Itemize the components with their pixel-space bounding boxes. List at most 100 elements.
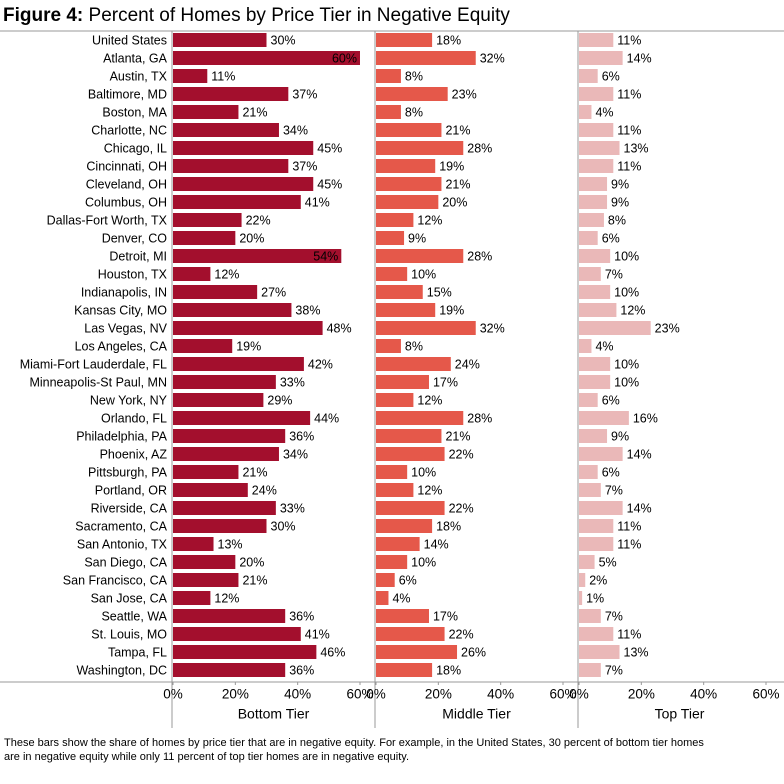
category-label: San Jose, CA xyxy=(91,591,168,605)
value-label: 8% xyxy=(405,339,423,353)
value-label: 19% xyxy=(236,339,261,353)
value-label: 11% xyxy=(617,627,641,641)
bar xyxy=(376,51,476,65)
category-label: Pittsburgh, PA xyxy=(88,465,168,479)
value-label: 6% xyxy=(602,69,620,83)
value-label: 54% xyxy=(313,249,338,263)
bar xyxy=(173,51,360,65)
bar xyxy=(376,267,408,281)
value-label: 23% xyxy=(452,87,477,101)
value-label: 20% xyxy=(239,231,264,245)
value-label: 36% xyxy=(289,429,314,443)
value-label: 23% xyxy=(655,321,680,335)
category-label: Houston, TX xyxy=(98,267,168,281)
title-text: Percent of Homes by Price Tier in Negati… xyxy=(89,5,511,26)
value-label: 9% xyxy=(611,177,629,191)
bar xyxy=(579,627,614,641)
value-label: 12% xyxy=(417,213,442,227)
category-label: San Antonio, TX xyxy=(77,537,168,551)
value-label: 11% xyxy=(617,537,641,551)
category-label: United States xyxy=(92,33,167,47)
bar xyxy=(376,33,433,47)
value-label: 9% xyxy=(408,231,426,245)
value-label: 27% xyxy=(261,285,286,299)
bar xyxy=(173,447,279,461)
bar xyxy=(579,465,598,479)
bar xyxy=(173,573,239,587)
value-label: 48% xyxy=(327,321,352,335)
note-line: are in negative equity while only 11 per… xyxy=(4,751,409,763)
value-label: 10% xyxy=(411,555,436,569)
value-label: 11% xyxy=(617,87,641,101)
value-label: 41% xyxy=(305,627,330,641)
bar xyxy=(579,123,614,137)
bar xyxy=(376,141,464,155)
value-label: 22% xyxy=(449,627,474,641)
category-label: Denver, CO xyxy=(102,231,168,245)
bar xyxy=(579,357,611,371)
value-label: 9% xyxy=(611,195,629,209)
bar xyxy=(173,519,267,533)
bar xyxy=(376,303,436,317)
category-label: Portland, OR xyxy=(95,483,167,497)
value-label: 22% xyxy=(246,213,271,227)
bar xyxy=(579,321,651,335)
bar xyxy=(579,267,601,281)
value-label: 45% xyxy=(317,141,342,155)
value-label: 6% xyxy=(602,465,620,479)
category-label: New York, NY xyxy=(90,393,168,407)
bar xyxy=(579,375,611,389)
value-label: 33% xyxy=(280,375,305,389)
category-label: Tampa, FL xyxy=(108,645,167,659)
value-label: 4% xyxy=(595,105,613,119)
value-label: 21% xyxy=(242,105,267,119)
value-label: 11% xyxy=(617,123,641,137)
bar xyxy=(376,501,445,515)
bar xyxy=(173,69,208,83)
bar xyxy=(376,375,429,389)
category-label: Atlanta, GA xyxy=(103,51,168,65)
note-line: These bars show the share of homes by pr… xyxy=(4,737,704,749)
value-label: 32% xyxy=(480,321,505,335)
value-label: 18% xyxy=(436,33,461,47)
value-label: 8% xyxy=(608,213,626,227)
value-label: 22% xyxy=(449,447,474,461)
value-label: 6% xyxy=(602,393,620,407)
x-tick-label: 60% xyxy=(752,687,779,702)
value-label: 21% xyxy=(445,177,470,191)
value-label: 2% xyxy=(589,573,607,587)
category-label: Austin, TX xyxy=(110,69,168,83)
bar xyxy=(376,663,433,677)
value-label: 30% xyxy=(271,33,296,47)
value-label: 21% xyxy=(445,429,470,443)
category-label: Indianapolis, IN xyxy=(81,285,167,299)
bar xyxy=(173,429,286,443)
value-label: 12% xyxy=(417,483,442,497)
bar xyxy=(376,519,433,533)
bar xyxy=(376,249,464,263)
bar xyxy=(376,159,436,173)
bar xyxy=(376,555,408,569)
bar xyxy=(173,285,258,299)
value-label: 21% xyxy=(242,573,267,587)
value-label: 1% xyxy=(586,591,604,605)
category-label: Charlotte, NC xyxy=(91,123,167,137)
bar xyxy=(376,357,451,371)
bar xyxy=(173,159,289,173)
value-label: 13% xyxy=(624,141,649,155)
x-tick-label: 0% xyxy=(163,687,183,702)
bar xyxy=(173,357,304,371)
bar xyxy=(376,177,442,191)
category-label: Seattle, WA xyxy=(101,609,167,623)
bar xyxy=(376,87,448,101)
value-label: 14% xyxy=(627,447,652,461)
value-label: 11% xyxy=(617,33,641,47)
bar xyxy=(579,87,614,101)
x-tick-label: 60% xyxy=(346,687,373,702)
value-label: 36% xyxy=(289,663,314,677)
bar xyxy=(579,645,620,659)
bar xyxy=(376,609,429,623)
bar xyxy=(376,429,442,443)
category-label: Cincinnati, OH xyxy=(86,159,167,173)
value-label: 15% xyxy=(427,285,452,299)
